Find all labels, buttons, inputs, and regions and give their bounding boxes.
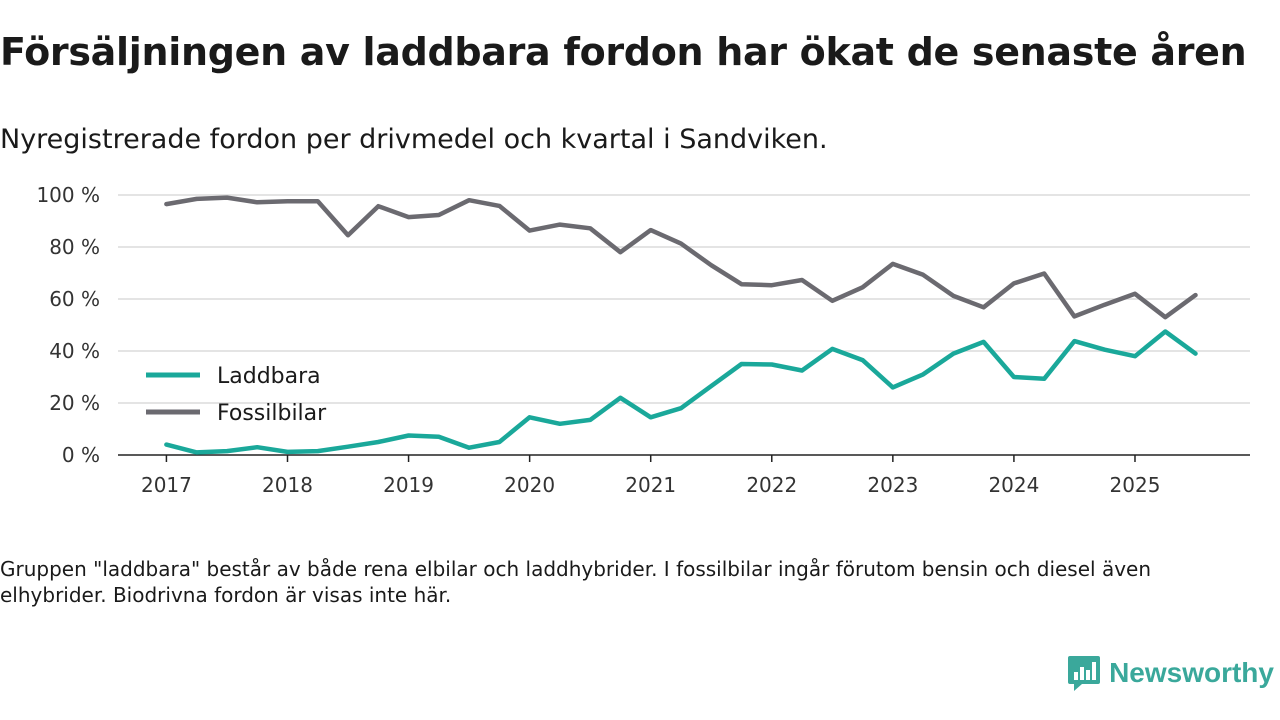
footnote: Gruppen "laddbara" består av både rena e… [0, 557, 1152, 607]
y-tick-label: 60 % [49, 287, 100, 311]
series-line-laddbara [164, 329, 1198, 455]
x-tick-label: 2023 [867, 473, 918, 497]
x-tick-label: 2025 [1110, 473, 1161, 497]
y-tick-label: 100 % [36, 183, 100, 207]
x-axis [118, 454, 1250, 462]
x-tick-label: 2021 [625, 473, 676, 497]
brand-name: Newsworthy [1109, 657, 1274, 688]
series-lines [164, 195, 1198, 455]
legend: Laddbara Fossilbilar [146, 364, 327, 426]
brand-logo: Newsworthy [1067, 654, 1274, 692]
series-line-fossilbilar [164, 195, 1198, 320]
legend-label: Fossilbilar [217, 401, 327, 426]
y-tick-label: 20 % [49, 391, 100, 415]
x-axis-labels: 2017 2018 2019 2020 2021 2022 2023 2024 2025 [141, 473, 1160, 497]
chart-title: Försäljningen av laddbara fordon har öka… [0, 30, 1247, 74]
y-tick-label: 80 % [49, 235, 100, 259]
x-tick-label: 2017 [141, 473, 192, 497]
line-chart: 0 % 20 % 40 % 60 % 80 % 100 % 2017 2018 2019 202… [36, 183, 1250, 497]
x-tick-label: 2020 [504, 473, 555, 497]
x-tick-label: 2024 [988, 473, 1039, 497]
chart-subtitle: Nyregistrerade fordon per drivmedel och … [0, 124, 828, 155]
y-tick-label: 40 % [49, 339, 100, 363]
x-tick-label: 2022 [746, 473, 797, 497]
x-tick-label: 2019 [383, 473, 434, 497]
y-tick-label: 0 % [62, 443, 100, 467]
legend-label: Laddbara [217, 364, 321, 389]
x-tick-label: 2018 [262, 473, 313, 497]
y-axis-labels: 0 % 20 % 40 % 60 % 80 % 100 % [36, 183, 100, 467]
newsworthy-logo-icon [1068, 656, 1101, 691]
